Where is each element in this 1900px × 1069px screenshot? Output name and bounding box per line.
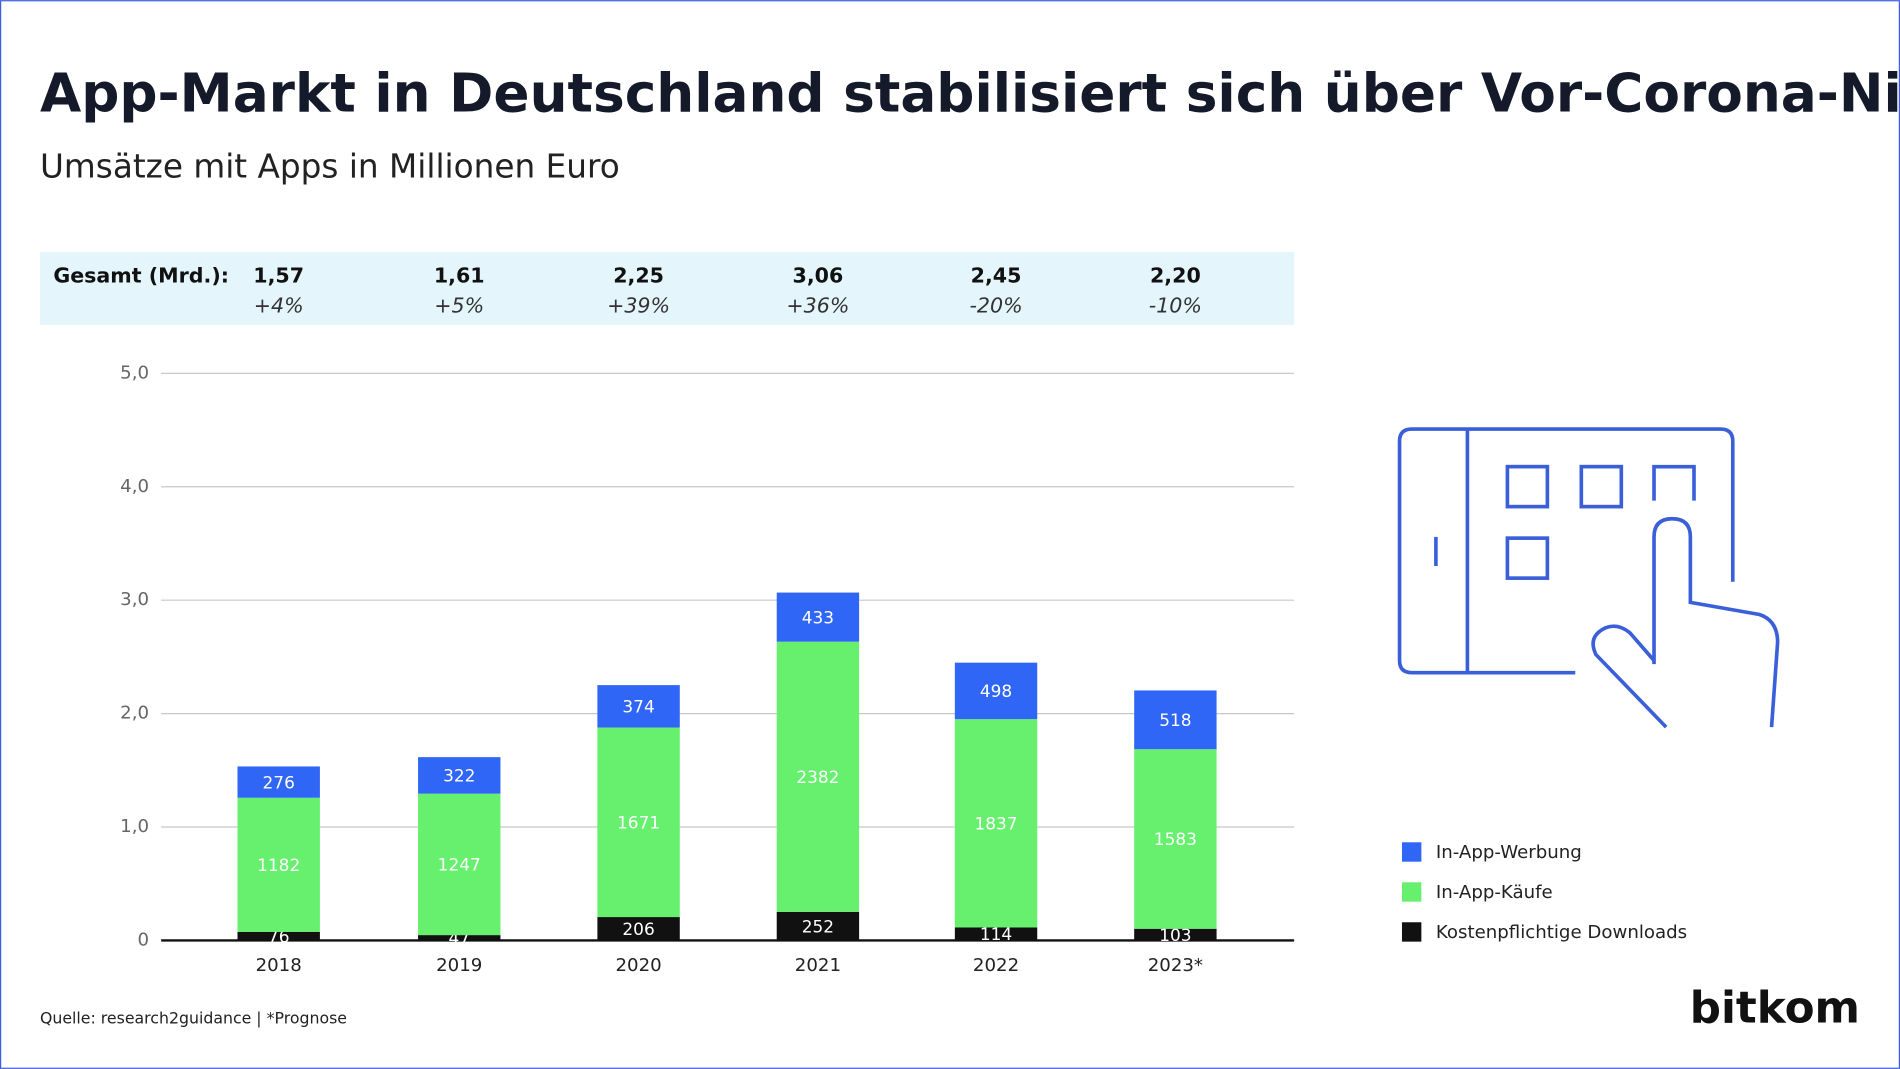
data-label: 252 (802, 916, 834, 936)
data-label: 1247 (438, 855, 481, 875)
bar-segment (954, 927, 1038, 941)
bar-segment (954, 662, 1038, 720)
bar-segment (597, 727, 680, 918)
change: +39% (607, 294, 670, 318)
legend-label: Kostenpflichtige Downloads (1436, 922, 1687, 943)
data-label: 322 (443, 766, 475, 786)
data-label: 103 (1159, 925, 1191, 945)
y-tick-label: 3,0 (120, 589, 149, 610)
brand: bitkom (1690, 984, 1860, 1034)
bar-segment (597, 685, 680, 728)
total: 3,06 (793, 263, 844, 287)
y-tick-label: 4,0 (120, 476, 149, 497)
data-label: 374 (622, 697, 654, 717)
x-tick-label: 2020 (615, 955, 661, 976)
x-tick-label: 2023* (1148, 955, 1203, 976)
bar-segment (418, 757, 501, 794)
x-tick-label: 2022 (973, 955, 1019, 976)
data-label: 1182 (257, 855, 300, 875)
y-tick-label: 2,0 (120, 703, 149, 724)
data-label: 433 (802, 607, 834, 627)
change: +36% (786, 294, 849, 318)
bar-segment (237, 931, 320, 941)
legend-swatch (1401, 882, 1422, 902)
data-label: 1837 (974, 814, 1017, 834)
data-label: 206 (622, 919, 654, 939)
bar-segment (776, 641, 860, 912)
bar-segment (954, 719, 1038, 928)
bar-segment (776, 592, 860, 642)
totals-label: Gesamt (Mrd.): (53, 263, 229, 287)
total: 2,20 (1150, 263, 1201, 287)
x-tick-label: 2021 (795, 955, 841, 976)
total: 1,61 (434, 263, 485, 287)
bar-segment (418, 935, 501, 941)
data-label: 2382 (796, 767, 839, 787)
bar-segment (237, 766, 320, 798)
total: 1,57 (253, 263, 304, 287)
y-tick-label: 0 (137, 929, 149, 950)
legend-swatch (1401, 922, 1422, 942)
chart-title: App-Markt in Deutschland stabilisiert si… (40, 63, 1900, 125)
bar-segment (776, 911, 860, 941)
chart-subtitle: Umsätze mit Apps in Millionen Euro (40, 148, 620, 186)
legend-label: In-App-Käufe (1436, 882, 1553, 903)
total: 2,45 (971, 263, 1022, 287)
change: -10% (1149, 294, 1202, 318)
change: -20% (969, 294, 1022, 318)
bar-segment (1134, 928, 1217, 941)
data-label: 114 (980, 924, 1012, 944)
bar-segment (418, 793, 501, 936)
change: +5% (434, 294, 484, 318)
data-label: 498 (980, 681, 1012, 701)
y-tick-label: 1,0 (120, 816, 149, 837)
bar-segment (237, 797, 320, 932)
y-tick-label: 5,0 (120, 362, 149, 383)
legend-label: In-App-Werbung (1436, 842, 1582, 863)
data-label: 518 (1159, 710, 1191, 730)
x-tick-label: 2019 (436, 955, 482, 976)
source: Quelle: research2guidance | *Prognose (40, 1009, 347, 1028)
data-label: 1583 (1154, 829, 1197, 849)
change: +4% (254, 294, 304, 318)
totals-band (39, 252, 1295, 325)
total: 2,25 (613, 263, 664, 287)
data-label: 1671 (617, 813, 660, 833)
tablet-icon (1397, 427, 1780, 729)
bar-segment (1134, 749, 1217, 929)
bar-segment (1134, 690, 1217, 750)
legend-swatch (1401, 842, 1422, 862)
x-tick-label: 2018 (256, 955, 302, 976)
data-label: 276 (263, 772, 295, 792)
bar-segment (597, 917, 680, 941)
